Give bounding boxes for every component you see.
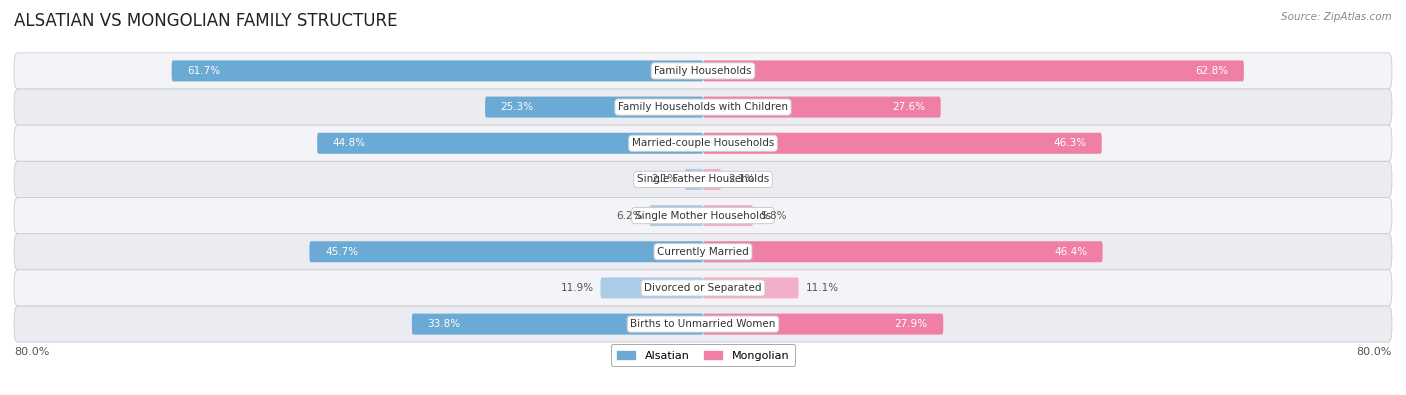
Text: Family Households with Children: Family Households with Children [619,102,787,112]
Text: 62.8%: 62.8% [1195,66,1229,76]
FancyBboxPatch shape [600,277,703,298]
FancyBboxPatch shape [703,60,1244,81]
FancyBboxPatch shape [309,241,703,262]
Text: 11.1%: 11.1% [806,283,838,293]
FancyBboxPatch shape [703,205,754,226]
Text: 44.8%: 44.8% [333,138,366,148]
Text: 46.4%: 46.4% [1054,247,1087,257]
Text: Single Father Households: Single Father Households [637,175,769,184]
FancyBboxPatch shape [703,241,1102,262]
Text: 46.3%: 46.3% [1053,138,1087,148]
Text: Family Households: Family Households [654,66,752,76]
Text: Source: ZipAtlas.com: Source: ZipAtlas.com [1281,12,1392,22]
Text: 2.1%: 2.1% [651,175,678,184]
Text: 61.7%: 61.7% [187,66,221,76]
FancyBboxPatch shape [14,198,1392,234]
Text: 5.8%: 5.8% [759,211,786,220]
Text: 27.6%: 27.6% [891,102,925,112]
FancyBboxPatch shape [14,161,1392,198]
FancyBboxPatch shape [14,306,1392,342]
Text: 33.8%: 33.8% [427,319,461,329]
FancyBboxPatch shape [14,234,1392,270]
Text: Married-couple Households: Married-couple Households [631,138,775,148]
Text: Births to Unmarried Women: Births to Unmarried Women [630,319,776,329]
Legend: Alsatian, Mongolian: Alsatian, Mongolian [610,344,796,366]
Text: Single Mother Households: Single Mother Households [636,211,770,220]
FancyBboxPatch shape [685,169,703,190]
FancyBboxPatch shape [318,133,703,154]
Text: 6.2%: 6.2% [616,211,643,220]
FancyBboxPatch shape [703,133,1102,154]
FancyBboxPatch shape [703,277,799,298]
FancyBboxPatch shape [650,205,703,226]
FancyBboxPatch shape [703,97,941,118]
Text: 27.9%: 27.9% [894,319,928,329]
Text: 80.0%: 80.0% [1357,346,1392,357]
Text: 80.0%: 80.0% [14,346,49,357]
FancyBboxPatch shape [703,169,721,190]
FancyBboxPatch shape [172,60,703,81]
FancyBboxPatch shape [412,314,703,335]
Text: Divorced or Separated: Divorced or Separated [644,283,762,293]
Text: 2.1%: 2.1% [728,175,755,184]
Text: 25.3%: 25.3% [501,102,534,112]
FancyBboxPatch shape [485,97,703,118]
Text: ALSATIAN VS MONGOLIAN FAMILY STRUCTURE: ALSATIAN VS MONGOLIAN FAMILY STRUCTURE [14,12,398,30]
FancyBboxPatch shape [14,270,1392,306]
Text: 45.7%: 45.7% [325,247,359,257]
FancyBboxPatch shape [14,125,1392,161]
FancyBboxPatch shape [14,53,1392,89]
FancyBboxPatch shape [14,89,1392,125]
Text: 11.9%: 11.9% [561,283,593,293]
FancyBboxPatch shape [703,314,943,335]
Text: Currently Married: Currently Married [657,247,749,257]
